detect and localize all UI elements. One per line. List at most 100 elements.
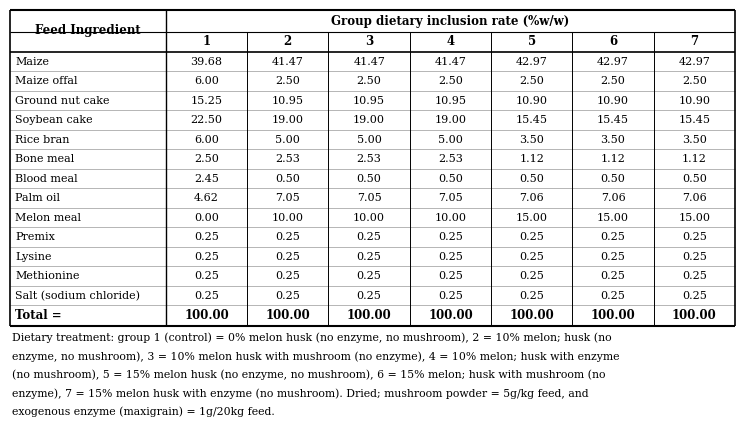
Text: 0.25: 0.25	[519, 232, 544, 242]
Text: 0.25: 0.25	[682, 232, 707, 242]
Text: 2.53: 2.53	[276, 154, 300, 164]
Text: 0.25: 0.25	[438, 232, 463, 242]
Text: 100.00: 100.00	[265, 309, 310, 323]
Text: 0.50: 0.50	[682, 174, 707, 184]
Text: 5: 5	[527, 36, 536, 48]
Text: 1.12: 1.12	[519, 154, 544, 164]
Text: 0.25: 0.25	[438, 271, 463, 281]
Text: 2.53: 2.53	[357, 154, 381, 164]
Text: 0.25: 0.25	[194, 291, 219, 301]
Text: 0.25: 0.25	[600, 291, 626, 301]
Text: 7: 7	[691, 36, 698, 48]
Text: 2: 2	[284, 36, 292, 48]
Text: 0.25: 0.25	[600, 271, 626, 281]
Text: 0.25: 0.25	[357, 232, 381, 242]
Text: Rice bran: Rice bran	[15, 135, 69, 145]
Text: 100.00: 100.00	[428, 309, 473, 323]
Text: 100.00: 100.00	[510, 309, 554, 323]
Text: Bone meal: Bone meal	[15, 154, 74, 164]
Text: 0.25: 0.25	[519, 271, 544, 281]
Text: (no mushroom), 5 = 15% melon husk (no enzyme, no mushroom), 6 = 15% melon; husk : (no mushroom), 5 = 15% melon husk (no en…	[12, 369, 606, 380]
Text: 0.25: 0.25	[438, 291, 463, 301]
Text: Maize: Maize	[15, 57, 49, 67]
Text: 2.50: 2.50	[357, 76, 381, 86]
Text: 2.50: 2.50	[682, 76, 707, 86]
Text: 2.50: 2.50	[276, 76, 300, 86]
Text: Palm oil: Palm oil	[15, 193, 60, 203]
Text: Methionine: Methionine	[15, 271, 80, 281]
Text: 3.50: 3.50	[682, 135, 707, 145]
Text: 0.25: 0.25	[276, 291, 300, 301]
Text: 2.45: 2.45	[194, 174, 219, 184]
Text: Soybean cake: Soybean cake	[15, 115, 92, 125]
Text: 10.90: 10.90	[516, 96, 548, 106]
Text: 0.50: 0.50	[357, 174, 381, 184]
Text: Group dietary inclusion rate (%w/w): Group dietary inclusion rate (%w/w)	[332, 15, 570, 27]
Text: enzyme), 7 = 15% melon husk with enzyme (no mushroom). Dried; mushroom powder = : enzyme), 7 = 15% melon husk with enzyme …	[12, 388, 589, 398]
Text: 0.25: 0.25	[682, 291, 707, 301]
Text: 7.06: 7.06	[682, 193, 707, 203]
Text: 41.47: 41.47	[434, 57, 466, 67]
Text: Maize offal: Maize offal	[15, 76, 77, 86]
Text: 15.00: 15.00	[516, 213, 548, 223]
Text: Premix: Premix	[15, 232, 55, 242]
Text: 15.25: 15.25	[191, 96, 223, 106]
Text: 0.25: 0.25	[438, 252, 463, 262]
Text: 4: 4	[446, 36, 454, 48]
Text: 19.00: 19.00	[434, 115, 466, 125]
Text: Melon meal: Melon meal	[15, 213, 81, 223]
Text: 100.00: 100.00	[591, 309, 635, 323]
Text: 7.05: 7.05	[276, 193, 300, 203]
Text: 0.25: 0.25	[357, 271, 381, 281]
Text: 15.00: 15.00	[679, 213, 710, 223]
Text: Salt (sodium chloride): Salt (sodium chloride)	[15, 291, 140, 301]
Text: 0.25: 0.25	[519, 291, 544, 301]
Text: 39.68: 39.68	[191, 57, 223, 67]
Text: 6.00: 6.00	[194, 135, 219, 145]
Text: 6: 6	[609, 36, 617, 48]
Text: 15.45: 15.45	[679, 115, 710, 125]
Text: 3.50: 3.50	[519, 135, 544, 145]
Text: 0.50: 0.50	[519, 174, 544, 184]
Text: 100.00: 100.00	[672, 309, 717, 323]
Text: 0.25: 0.25	[276, 252, 300, 262]
Text: Dietary treatment: group 1 (control) = 0% melon husk (no enzyme, no mushroom), 2: Dietary treatment: group 1 (control) = 0…	[12, 333, 612, 343]
Text: 42.97: 42.97	[679, 57, 710, 67]
Text: Total =: Total =	[15, 309, 62, 323]
Text: 2.50: 2.50	[600, 76, 626, 86]
Text: 0.25: 0.25	[194, 271, 219, 281]
Text: 0.00: 0.00	[194, 213, 219, 223]
Text: 10.95: 10.95	[272, 96, 304, 106]
Text: 7.06: 7.06	[600, 193, 625, 203]
Text: 3.50: 3.50	[600, 135, 626, 145]
Text: 1.12: 1.12	[600, 154, 626, 164]
Text: 42.97: 42.97	[597, 57, 629, 67]
Text: Blood meal: Blood meal	[15, 174, 77, 184]
Text: 0.25: 0.25	[194, 232, 219, 242]
Text: 10.00: 10.00	[353, 213, 385, 223]
Text: 10.00: 10.00	[272, 213, 304, 223]
Text: 0.25: 0.25	[357, 291, 381, 301]
Text: exogenous enzyme (maxigrain) = 1g/20kg feed.: exogenous enzyme (maxigrain) = 1g/20kg f…	[12, 407, 275, 417]
Text: 0.50: 0.50	[276, 174, 300, 184]
Text: 2.50: 2.50	[438, 76, 463, 86]
Text: 2.50: 2.50	[519, 76, 544, 86]
Text: 0.25: 0.25	[600, 232, 626, 242]
Text: 22.50: 22.50	[191, 115, 223, 125]
Text: 4.62: 4.62	[194, 193, 219, 203]
Text: 10.90: 10.90	[679, 96, 710, 106]
Text: 0.50: 0.50	[438, 174, 463, 184]
Text: 0.25: 0.25	[276, 271, 300, 281]
Text: 0.25: 0.25	[600, 252, 626, 262]
Text: 5.00: 5.00	[276, 135, 300, 145]
Text: 0.25: 0.25	[682, 252, 707, 262]
Text: 0.25: 0.25	[194, 252, 219, 262]
Text: 7.05: 7.05	[357, 193, 381, 203]
Text: 19.00: 19.00	[272, 115, 304, 125]
Text: 6.00: 6.00	[194, 76, 219, 86]
Text: 10.95: 10.95	[353, 96, 385, 106]
Text: 10.95: 10.95	[434, 96, 466, 106]
Text: 7.06: 7.06	[519, 193, 544, 203]
Text: 0.25: 0.25	[357, 252, 381, 262]
Text: 0.25: 0.25	[519, 252, 544, 262]
